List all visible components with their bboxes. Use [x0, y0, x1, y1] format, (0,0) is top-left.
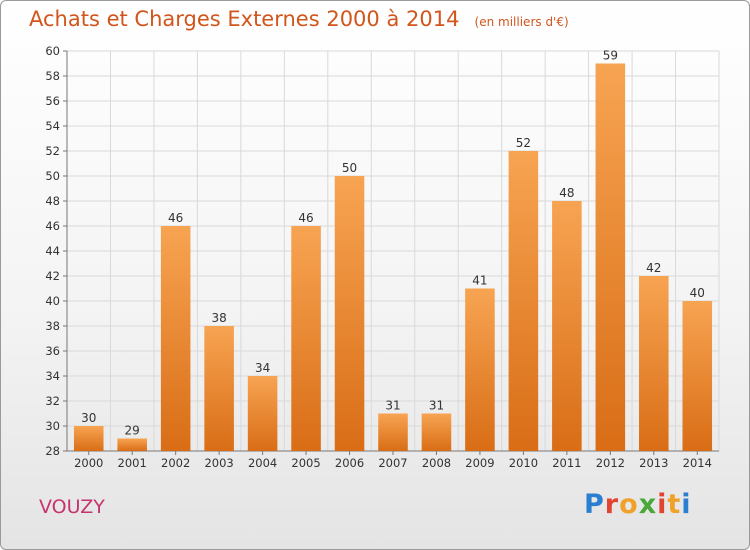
brand-letter: i — [657, 489, 668, 520]
x-tick-label: 2007 — [378, 456, 407, 470]
proxiti-logo: Proxiti — [584, 489, 692, 520]
y-tick-label: 60 — [45, 44, 60, 58]
x-tick-label: 2006 — [335, 456, 364, 470]
y-tick-label: 46 — [45, 219, 60, 233]
bar-2011 — [552, 201, 582, 451]
bar-2002 — [160, 226, 191, 451]
x-tick-label: 2002 — [161, 456, 190, 470]
bar-2001 — [117, 438, 147, 451]
bar-value-label: 31 — [385, 399, 400, 413]
y-tick-label: 30 — [45, 419, 60, 433]
chart-subtitle: (en milliers d'€) — [474, 15, 569, 29]
bar-value-label: 59 — [603, 49, 618, 63]
bar-value-label: 48 — [559, 186, 574, 200]
y-tick-label: 32 — [45, 394, 60, 408]
brand-letter: i — [681, 489, 692, 520]
bar-2013 — [639, 276, 669, 451]
x-tick-label: 2013 — [639, 456, 668, 470]
bar-2007 — [378, 413, 408, 451]
bar-layer — [73, 63, 713, 451]
x-tick-label: 2001 — [118, 456, 147, 470]
town-name: VOUZY — [39, 496, 105, 518]
y-tick-label: 52 — [45, 144, 60, 158]
bar-value-label: 46 — [168, 211, 183, 225]
bar-value-label: 38 — [211, 311, 226, 325]
y-tick-label: 40 — [45, 294, 60, 308]
bar-2009 — [465, 288, 495, 451]
x-tick-label: 2010 — [509, 456, 538, 470]
bar-value-label: 41 — [472, 274, 487, 288]
x-tick-label: 2012 — [596, 456, 625, 470]
brand-letter: t — [667, 489, 682, 520]
bar-value-label: 42 — [646, 261, 661, 275]
chart-title: Achats et Charges Externes 2000 à 2014 — [29, 7, 460, 31]
x-tick-label: 2008 — [422, 456, 451, 470]
bar-value-label: 31 — [429, 399, 444, 413]
x-tick-label: 2003 — [204, 456, 233, 470]
x-tick-label: 2011 — [552, 456, 581, 470]
x-tick-label: 2014 — [683, 456, 712, 470]
brand-letter: r — [604, 489, 620, 520]
bar-2006 — [334, 176, 365, 451]
bar-value-label: 46 — [298, 211, 313, 225]
y-tick-label: 42 — [45, 269, 60, 283]
x-tick-label: 2005 — [291, 456, 320, 470]
bar-2003 — [204, 326, 234, 451]
y-tick-label: 36 — [45, 344, 60, 358]
bar-2005 — [291, 226, 321, 451]
x-tick-label: 2009 — [465, 456, 494, 470]
title-row: Achats et Charges Externes 2000 à 2014 (… — [29, 7, 569, 31]
x-tick-label: 2004 — [248, 456, 277, 470]
bar-2014 — [682, 301, 713, 451]
bar-value-label: 34 — [255, 361, 270, 375]
y-tick-label: 28 — [45, 444, 60, 458]
y-tick-label: 44 — [45, 244, 60, 258]
brand-letter: x — [638, 489, 658, 520]
x-tick-label: 2000 — [74, 456, 103, 470]
y-tick-label: 54 — [45, 119, 60, 133]
bar-value-label: 40 — [690, 286, 705, 300]
brand-letter: P — [584, 489, 605, 520]
y-tick-label: 50 — [45, 169, 60, 183]
y-tick-label: 56 — [45, 94, 60, 108]
label-layer: 30 2000 29 2001 46 2002 38 2003 34 2004 46 2005 50 20… — [74, 49, 712, 471]
bar-2010 — [508, 151, 539, 451]
bar-value-label: 29 — [125, 424, 140, 438]
y-tick-label: 48 — [45, 194, 60, 208]
brand-letter: o — [619, 489, 639, 520]
bar-value-label: 50 — [342, 161, 357, 175]
bar-2000 — [73, 426, 104, 451]
bar-2012 — [595, 63, 626, 451]
bar-2008 — [421, 413, 452, 451]
y-tick-label: 34 — [45, 369, 60, 383]
y-tick-label: 58 — [45, 69, 60, 83]
bar-value-label: 30 — [81, 411, 96, 425]
bar-2004 — [247, 376, 278, 451]
y-tick-label: 38 — [45, 319, 60, 333]
bar-value-label: 52 — [516, 136, 531, 150]
